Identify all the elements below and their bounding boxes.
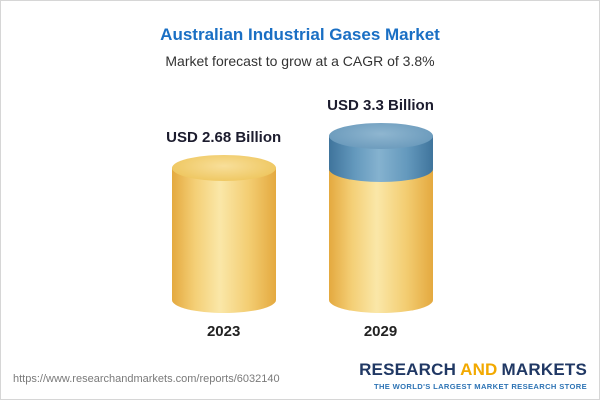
logo-wordmark: RESEARCH AND MARKETS: [359, 360, 587, 380]
bar-group-2029: USD 3.3 Billion 2029: [327, 97, 434, 343]
cylinder-2023-top-cap: [171, 155, 276, 181]
report-url: https://www.researchandmarkets.com/repor…: [13, 373, 280, 385]
logo-word-research: RESEARCH: [359, 360, 457, 379]
value-label-2029: USD 3.3 Billion: [327, 97, 434, 114]
cylinder-2023-body: [171, 168, 276, 313]
cylinder-2023: [171, 155, 276, 313]
logo-tagline: THE WORLD'S LARGEST MARKET RESEARCH STOR…: [373, 382, 587, 391]
logo-word-and: AND: [460, 360, 498, 379]
cylinder-2029-body: [328, 169, 433, 313]
category-label-2023: 2023: [206, 323, 241, 340]
chart-subtitle: Market forecast to grow at a CAGR of 3.8…: [165, 53, 435, 69]
cylinder-2029: [328, 123, 433, 313]
research-and-markets-logo: RESEARCH AND MARKETS THE WORLD'S LARGEST M…: [359, 360, 587, 391]
category-label-2029: 2029: [363, 323, 398, 340]
value-label-2023: USD 2.68 Billion: [166, 129, 282, 146]
bar-group-2023: USD 2.68 Billion 2023: [166, 129, 281, 343]
cylinder-2029-top-cap: [328, 123, 433, 149]
cylinder-bar-chart: USD 2.68 Billion 2023 USD 3.3 Billion 20…: [1, 93, 599, 343]
logo-word-markets: MARKETS: [501, 360, 587, 379]
chart-title: Australian Industrial Gases Market: [160, 25, 440, 44]
